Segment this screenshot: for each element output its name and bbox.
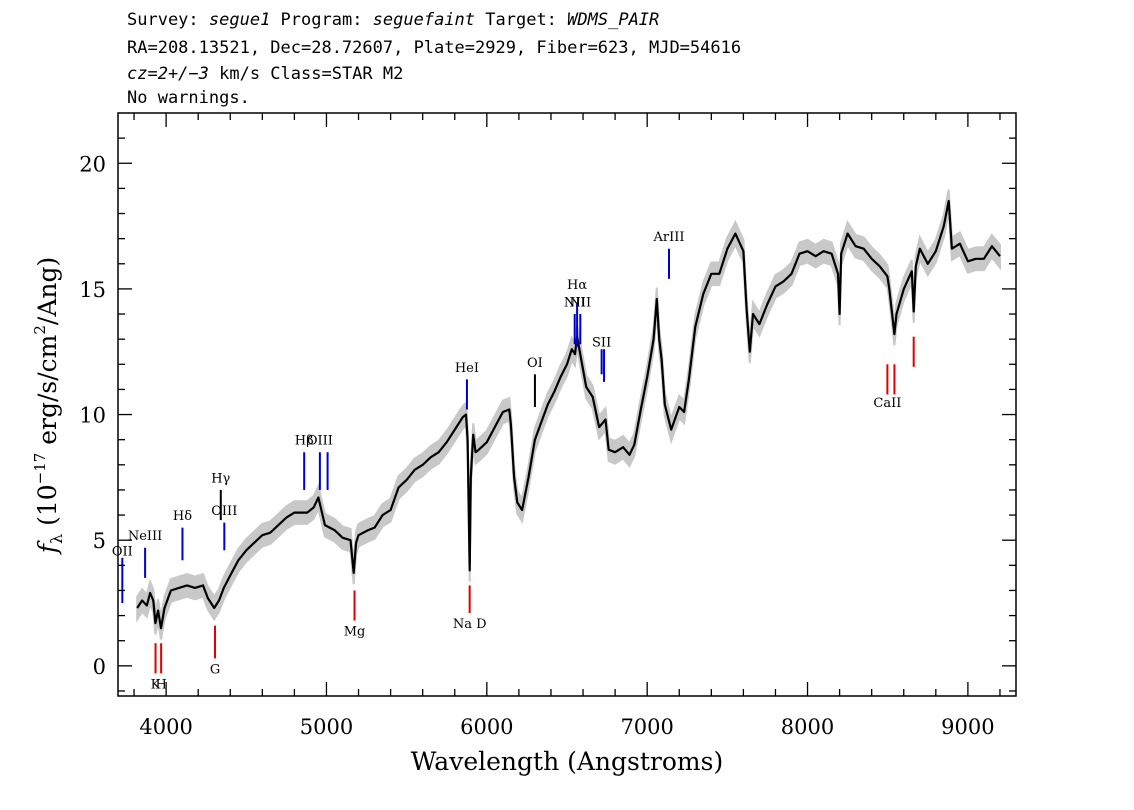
spectral-line-label: OIII [211,504,237,519]
spectral-line-label: Hβ [295,434,314,449]
spectral-line-label: HeI [455,361,479,376]
spectral-line-label: Hα [567,278,587,293]
spectral-line-label: K [151,677,161,692]
redshift-value: cz=2+/−3 [127,64,209,84]
spectral-line-label: OI [527,356,543,371]
spectral-line-label: G [210,662,220,677]
program-name: seguefaint [373,10,475,30]
y-tick-label: 10 [79,404,106,428]
flux-noise-band [136,189,1001,640]
spectral-line-label: NII [564,295,586,310]
y-tick-label: 20 [79,152,106,176]
flux-line [136,199,1001,630]
x-tick-label: 7000 [620,715,673,739]
spectral-line-label: SII [592,336,611,351]
spectral-line-label: CaII [873,396,901,411]
x-tick-label: 5000 [300,715,353,739]
spectral-line-label: NeIII [128,529,162,544]
spectral-line-label: Hγ [211,471,230,486]
spectral-line-label: OIII [307,434,333,449]
header-line-3: cz=2+/−3 km/s Class=STAR M2 [127,64,403,84]
x-tick-label: 6000 [460,715,513,739]
header-line-2: RA=208.13521, Dec=28.72607, Plate=2929, … [127,38,741,58]
x-axis-title: Wavelength (Angstroms) [411,747,723,776]
x-tick-label: 8000 [781,715,834,739]
header-line-1: Survey: segue1 Program: seguefaint Targe… [127,10,659,30]
target-name: WDMS_PAIR [567,10,659,30]
x-tick-label: 9000 [941,715,994,739]
plot-frame [117,112,1017,697]
spectral-line-label: Hδ [173,509,192,524]
y-tick-label: 5 [93,529,106,553]
spectral-line-label: OII [112,544,133,559]
spectral-line-label: H [155,677,166,692]
header-line-4: No warnings. [127,88,250,108]
y-axis-title: fλ (10−17 erg/s/cm2/Ang) [31,257,66,556]
spectral-line-label: Na D [453,617,487,632]
header-block: Survey: segue1 Program: seguefaint Targe… [127,10,741,108]
survey-name: segue1 [209,10,270,30]
spectral-line-label: NII [569,295,591,310]
spectral-line-label: ArIII [652,230,684,245]
spectral-line-label: Mg [344,625,366,640]
y-tick-label: 0 [93,655,106,679]
y-tick-label: 15 [79,278,106,302]
x-tick-label: 4000 [139,715,192,739]
